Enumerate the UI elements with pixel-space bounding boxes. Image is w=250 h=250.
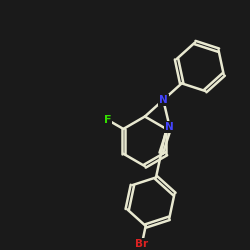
- Text: F: F: [104, 115, 111, 125]
- Text: N: N: [159, 95, 168, 105]
- Text: N: N: [165, 122, 174, 132]
- Text: Br: Br: [135, 239, 148, 249]
